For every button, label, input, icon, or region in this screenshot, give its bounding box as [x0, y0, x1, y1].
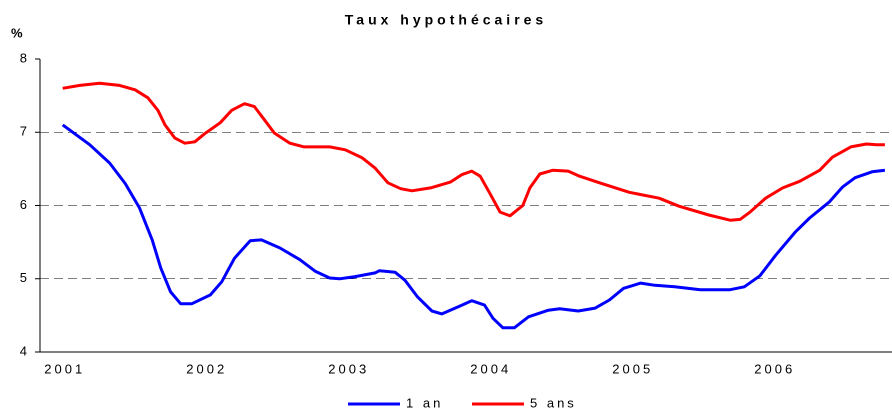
series-line — [61, 123, 886, 330]
x-tick-label: 2005 — [612, 361, 653, 376]
y-tick-label: 5 — [20, 270, 27, 285]
chart-title: Taux hypothécaires — [345, 12, 547, 28]
x-tick-label: 2002 — [186, 361, 227, 376]
y-tick-label: 7 — [20, 124, 27, 139]
x-tick-label: 2003 — [328, 361, 369, 376]
legend-label: 5 ans — [530, 395, 577, 410]
x-tick-label: 2004 — [470, 361, 511, 376]
legend-label: 1 an — [406, 395, 443, 410]
y-axis-label: % — [11, 25, 23, 40]
series-line — [62, 81, 885, 222]
x-tick-label: 2006 — [754, 361, 795, 376]
y-tick-label: 4 — [20, 343, 27, 358]
y-tick-label: 8 — [20, 50, 27, 65]
y-tick-label: 6 — [20, 197, 27, 212]
x-tick-label: 2001 — [44, 361, 85, 376]
